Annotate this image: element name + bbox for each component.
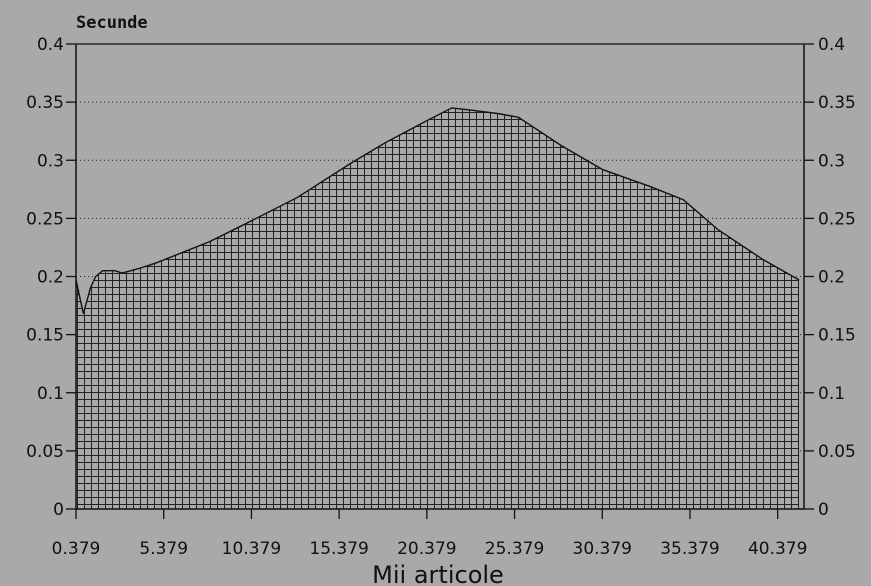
x-tick-label: 10.379	[222, 539, 281, 559]
data-point-27	[799, 279, 800, 280]
y-tick-label-left: 0.4	[37, 35, 64, 55]
y-tick-label-right: 0.3	[818, 151, 845, 171]
y-tick-label-right: 0.05	[818, 442, 856, 462]
y-tick-label-left: 0.1	[37, 384, 64, 404]
y-tick-label-right: 0.15	[818, 326, 856, 346]
x-tick-label: 20.379	[397, 539, 456, 559]
x-tick-label: 30.379	[573, 539, 632, 559]
series-line	[75, 107, 800, 314]
data-point-10	[157, 262, 158, 263]
data-point-8	[130, 270, 131, 271]
y-tick-label-right: 0.35	[818, 93, 856, 113]
x-axis-label: Mii articole	[372, 561, 504, 586]
y-tick-label-left: 0.05	[26, 442, 64, 462]
data-point-12	[244, 224, 245, 225]
x-tick-label: 35.379	[660, 539, 719, 559]
y-tick-label-left: 0.2	[37, 268, 64, 288]
data-point-4	[102, 270, 103, 271]
data-point-2	[90, 288, 91, 289]
y-tick-label-right: 0.25	[818, 209, 856, 229]
data-point-22	[602, 169, 603, 170]
data-point-15	[385, 142, 386, 143]
x-tick-label: 0.379	[52, 539, 101, 559]
x-tick-label: 15.379	[309, 539, 368, 559]
area-fill	[76, 107, 800, 509]
data-point-18	[472, 110, 473, 111]
data-point-23	[648, 185, 649, 186]
data-point-16	[428, 119, 429, 120]
x-ticks: 0.379 5.379 10.379 15.379 20.379 25.379 30.379…	[52, 509, 807, 559]
y-tick-label-right: 0.2	[818, 268, 845, 288]
y-tick-label-left: 0	[53, 500, 64, 520]
data-point-9	[139, 268, 140, 269]
data-point-5	[109, 270, 110, 271]
y-ticks: 0 0 0.05 0.05 0.1 0.1 0.15 0.15 0.2 0.2 0.25 0.25 0.…	[26, 35, 856, 520]
y-tick-label-right: 0.1	[818, 384, 845, 404]
data-point-1	[83, 313, 84, 314]
y-tick-label-right: 0.4	[818, 35, 845, 55]
data-point-14	[350, 163, 351, 164]
data-point-13	[297, 197, 298, 198]
y-tick-label-left: 0.35	[26, 93, 64, 113]
y-tick-label-left: 0.15	[26, 326, 64, 346]
data-point-20	[518, 117, 519, 118]
plot-frame	[75, 43, 805, 510]
y-tick-label-left: 0.25	[26, 209, 64, 229]
area-series	[75, 107, 800, 509]
data-point-21	[560, 145, 561, 146]
x-tick-label: 40.379	[748, 539, 807, 559]
data-point-26	[762, 259, 763, 260]
x-tick-label: 5.379	[139, 539, 188, 559]
y-tick-label-right: 0	[818, 500, 829, 520]
data-point-24	[683, 199, 684, 200]
data-point-17	[451, 107, 452, 108]
data-point-3	[95, 276, 96, 277]
data-point-11	[209, 241, 210, 242]
data-point-6	[114, 270, 115, 271]
x-tick-label: 25.379	[485, 539, 544, 559]
data-point-19	[499, 113, 500, 114]
data-point-25	[718, 230, 719, 231]
data-point-7	[121, 273, 122, 274]
y-tick-label-left: 0.3	[37, 151, 64, 171]
y-axis-label: Secunde	[76, 13, 148, 33]
